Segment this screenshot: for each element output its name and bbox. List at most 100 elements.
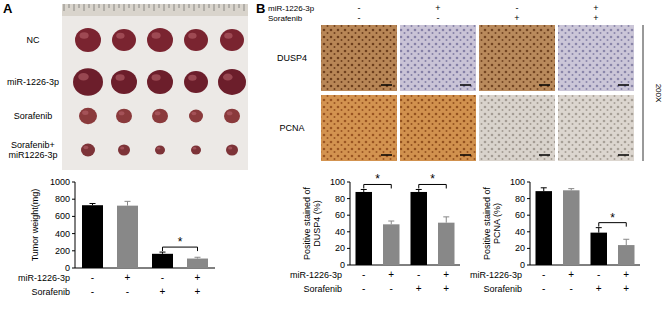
y-axis bbox=[530, 182, 531, 265]
ruler-tick bbox=[159, 4, 160, 8]
tumor bbox=[118, 144, 130, 155]
header-label: Sorafenib bbox=[268, 14, 303, 23]
bar bbox=[152, 254, 173, 268]
chart: 02004006008001000Tumor weight(mg)*miR-12… bbox=[18, 177, 215, 297]
tumor bbox=[220, 29, 244, 51]
bracket-line bbox=[643, 25, 644, 161]
ruler-tick bbox=[79, 4, 80, 8]
y-tick-label: 0 bbox=[340, 260, 345, 270]
ruler-tick bbox=[179, 4, 180, 8]
tumor bbox=[184, 29, 208, 51]
ruler-tick bbox=[229, 4, 230, 8]
header-sign: + bbox=[435, 3, 440, 13]
tumor-highlight bbox=[155, 111, 161, 115]
ruler-tick bbox=[139, 4, 140, 8]
y-tick bbox=[347, 231, 350, 232]
ruler-tick bbox=[169, 4, 170, 8]
error-bar bbox=[568, 189, 574, 191]
ruler-tick bbox=[124, 4, 125, 11]
y-axis-label: Tumor weight(mg) bbox=[30, 189, 40, 262]
y-tick-label: 20 bbox=[335, 243, 345, 253]
condition-sign: + bbox=[160, 286, 166, 297]
condition-sign: - bbox=[417, 269, 420, 280]
row-label: PCNA bbox=[279, 123, 304, 133]
bar bbox=[411, 192, 428, 265]
scale-bar bbox=[539, 154, 550, 156]
condition-sign: - bbox=[91, 286, 94, 297]
tumor-highlight bbox=[188, 33, 196, 39]
panel-label: A bbox=[3, 1, 13, 16]
tumor bbox=[75, 28, 101, 52]
panel-label: B bbox=[256, 1, 265, 16]
ruler-tick bbox=[144, 4, 145, 11]
ruler-tick bbox=[209, 4, 210, 8]
condition-sign: - bbox=[570, 283, 573, 294]
error-bar bbox=[541, 188, 547, 191]
y-tick-label: 400 bbox=[55, 229, 70, 239]
y-tick-label: 0 bbox=[65, 263, 70, 273]
condition-sign: + bbox=[416, 283, 422, 294]
y-tick-label: 60 bbox=[515, 210, 525, 220]
condition-sign: + bbox=[596, 283, 602, 294]
y-tick-label: 800 bbox=[55, 194, 70, 204]
error-bar bbox=[160, 252, 166, 254]
ruler-tick bbox=[184, 4, 185, 11]
tumor bbox=[189, 110, 203, 123]
y-axis bbox=[75, 182, 76, 268]
y-tick-label: 600 bbox=[55, 211, 70, 221]
y-axis bbox=[350, 182, 351, 265]
tumor bbox=[224, 109, 240, 124]
condition-sign: + bbox=[623, 269, 629, 280]
y-tick bbox=[347, 248, 350, 249]
tumor bbox=[184, 71, 208, 93]
magnification: 200X bbox=[654, 84, 663, 103]
condition-sign: - bbox=[542, 283, 545, 294]
ruler-tick bbox=[174, 4, 175, 11]
tumor bbox=[116, 109, 132, 124]
tumor-highlight bbox=[157, 147, 161, 150]
y-tick bbox=[72, 182, 75, 183]
error-bar bbox=[125, 201, 131, 205]
tumor-highlight bbox=[78, 73, 89, 81]
condition-sign: + bbox=[568, 269, 574, 280]
header-sign: - bbox=[516, 3, 519, 13]
condition-sign: - bbox=[161, 272, 164, 283]
ruler-tick bbox=[149, 4, 150, 8]
ruler bbox=[62, 4, 248, 16]
bar bbox=[187, 259, 208, 268]
scale-bar bbox=[381, 84, 392, 86]
y-tick bbox=[527, 182, 530, 183]
header-sign: - bbox=[437, 13, 440, 23]
error-bar bbox=[90, 204, 96, 206]
bar bbox=[356, 192, 373, 265]
y-tick bbox=[527, 215, 530, 216]
tumor bbox=[81, 144, 95, 157]
tumor bbox=[218, 69, 246, 95]
ruler-tick bbox=[129, 4, 130, 8]
error-bar bbox=[596, 228, 602, 233]
scale-bar bbox=[381, 154, 392, 156]
tumor-highlight bbox=[152, 32, 161, 39]
y-axis-label: Positive stained ofPCNA (%) bbox=[482, 186, 502, 260]
y-tick-label: 60 bbox=[335, 210, 345, 220]
tumor-highlight bbox=[228, 146, 232, 149]
header-sign: - bbox=[358, 3, 361, 13]
ihc-image bbox=[558, 25, 634, 91]
scale-bar bbox=[618, 154, 629, 156]
error-bar bbox=[388, 221, 394, 224]
tumor bbox=[79, 108, 97, 125]
y-tick-label: 100 bbox=[330, 177, 345, 187]
header-sign: + bbox=[514, 13, 519, 23]
ruler-tick bbox=[234, 4, 235, 11]
condition-label: miR-1226-3p bbox=[470, 270, 522, 280]
ihc-image bbox=[321, 25, 397, 91]
ruler-tick bbox=[89, 4, 90, 8]
header-sign: + bbox=[593, 3, 598, 13]
y-tick bbox=[72, 199, 75, 200]
tumor-highlight bbox=[224, 33, 232, 39]
ruler-tick bbox=[84, 4, 85, 11]
ruler-tick bbox=[189, 4, 190, 8]
bar bbox=[536, 191, 553, 265]
tumor-highlight bbox=[83, 146, 88, 150]
ruler-tick bbox=[99, 4, 100, 8]
